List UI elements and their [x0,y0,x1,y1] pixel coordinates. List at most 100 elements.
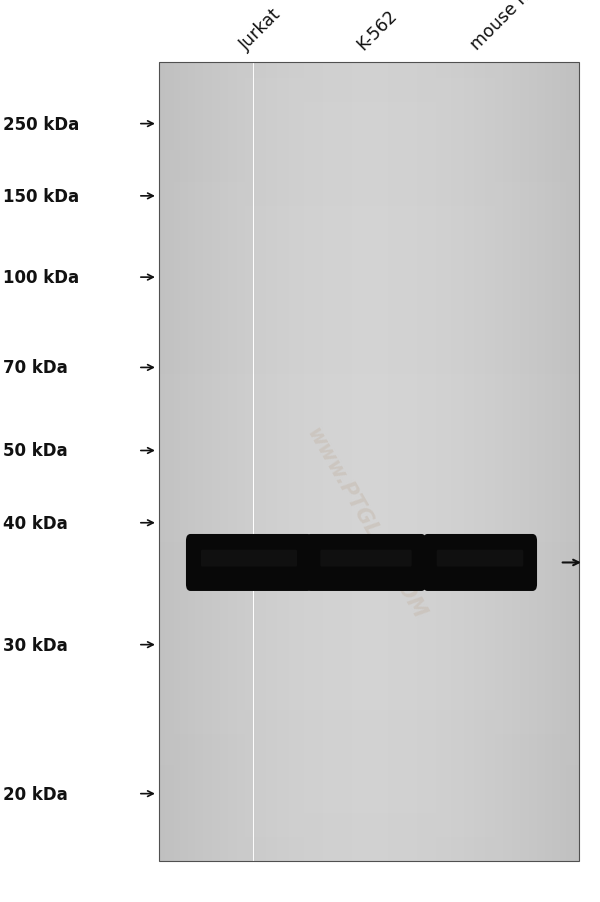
Bar [308,63,310,861]
Bar [499,63,502,861]
Bar [159,271,579,279]
Text: 150 kDa: 150 kDa [3,188,79,206]
Bar [361,63,362,861]
Text: 40 kDa: 40 kDa [3,514,68,532]
Bar [497,63,499,861]
Bar [159,239,579,247]
FancyBboxPatch shape [306,534,426,592]
Bar [159,550,579,558]
Bar [159,558,579,566]
Bar [159,758,579,766]
Bar [373,63,376,861]
Bar [256,63,258,861]
Bar [292,63,293,861]
Bar [159,430,579,438]
Bar [159,310,579,318]
Bar [481,63,482,861]
Text: 30 kDa: 30 kDa [3,636,68,654]
Bar [470,63,472,861]
Bar [572,63,575,861]
Bar [575,63,577,861]
Bar [159,814,579,822]
Bar [159,374,579,382]
Bar [367,63,369,861]
Bar [418,63,419,861]
Bar [159,335,579,343]
Bar [159,327,579,335]
FancyBboxPatch shape [423,534,537,592]
Bar [287,63,289,861]
Bar [159,622,579,630]
Bar [317,63,319,861]
Bar [403,63,404,861]
Bar [159,574,579,582]
Bar [159,198,579,207]
Bar [236,63,239,861]
Bar [235,63,236,861]
Bar [281,63,283,861]
Bar [430,63,432,861]
Bar [327,63,329,861]
Bar [407,63,409,861]
Bar [159,135,579,143]
Bar [344,63,346,861]
Text: 100 kDa: 100 kDa [3,269,79,287]
Bar [335,63,337,861]
FancyBboxPatch shape [201,550,297,567]
Bar [159,462,579,470]
Bar [218,63,220,861]
Bar [172,63,174,861]
Bar [449,63,451,861]
Bar [577,63,579,861]
Bar [250,63,251,861]
Bar [203,63,205,861]
Bar [424,63,426,861]
Bar [505,63,508,861]
Bar [304,63,306,861]
Bar [205,63,208,861]
Bar [222,63,224,861]
Text: 250 kDa: 250 kDa [3,115,79,133]
Bar [159,151,579,159]
Bar [159,318,579,327]
Bar [159,478,579,486]
Bar [325,63,327,861]
Bar [159,95,579,103]
Bar [159,606,579,614]
Bar [371,63,373,861]
Bar [159,223,579,231]
Bar [512,63,514,861]
Bar [159,382,579,391]
Bar [174,63,176,861]
Bar [275,63,277,861]
Bar [159,638,579,646]
Bar [159,414,579,422]
Bar [193,63,194,861]
Bar [464,63,466,861]
Bar [159,741,579,750]
Bar [419,63,421,861]
Bar [529,63,530,861]
Text: 70 kDa: 70 kDa [3,359,68,377]
Bar [356,63,358,861]
Bar [167,63,170,861]
Bar [201,63,203,861]
Bar [502,63,503,861]
Bar [159,805,579,814]
Bar [392,63,394,861]
Bar [323,63,325,861]
Bar [436,63,438,861]
Bar [493,63,495,861]
Bar [560,63,562,861]
Bar [159,750,579,758]
Bar [468,63,470,861]
Bar [264,63,266,861]
Bar [159,845,579,853]
Bar [571,63,573,861]
Bar [212,63,214,861]
Bar [298,63,300,861]
Bar [432,63,434,861]
Bar [159,207,579,215]
Text: Jurkat: Jurkat [236,5,285,54]
Bar [300,63,302,861]
